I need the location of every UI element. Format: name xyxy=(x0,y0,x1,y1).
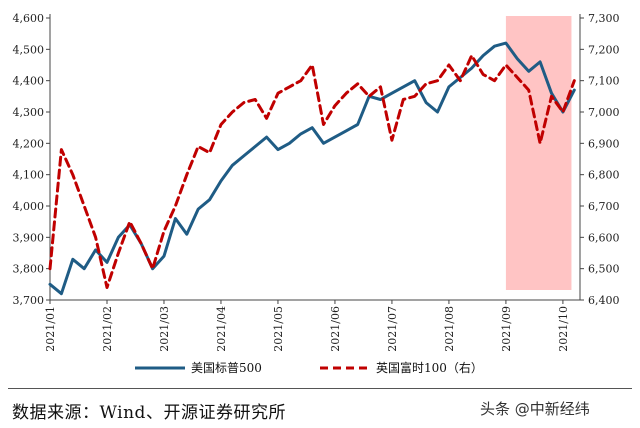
left-axis-tick-labels: 4,600 4,500 4,400 4,300 4,200 4,100 4,000 3,900… xyxy=(13,12,50,307)
left-tick-label: 4,400 xyxy=(13,75,45,88)
right-tick-label: 6,800 xyxy=(588,169,620,182)
left-tick-label: 4,500 xyxy=(13,43,45,56)
right-tick-label: 6,900 xyxy=(588,137,620,150)
line-chart: 4,600 4,500 4,400 4,300 4,200 4,100 4,000 3,900… xyxy=(13,12,620,375)
right-tick-label: 6,600 xyxy=(588,231,620,244)
x-tick-label: 2021/10 xyxy=(557,306,570,352)
right-tick-label: 7,100 xyxy=(588,75,620,88)
axes xyxy=(49,14,581,301)
legend-label: 英国富时100（右） xyxy=(376,360,483,375)
x-tick-label: 2021/03 xyxy=(158,306,171,352)
source-note: 数据来源：Wind、开源证券研究所 xyxy=(12,403,286,423)
x-tick-label: 2021/08 xyxy=(443,306,456,352)
left-tick-label: 4,200 xyxy=(13,137,45,150)
left-tick-label: 3,800 xyxy=(13,263,45,276)
right-axis-tick-labels: 7,300 7,200 7,100 7,000 6,900 6,800 6,700 6,600… xyxy=(580,12,620,307)
left-tick-label: 3,900 xyxy=(13,231,45,244)
left-tick-label: 4,600 xyxy=(13,12,45,25)
right-tick-label: 6,400 xyxy=(588,294,620,307)
x-tick-label: 2021/07 xyxy=(386,306,399,352)
series-lines xyxy=(48,41,576,296)
x-tick-label: 2021/09 xyxy=(500,306,513,352)
watermark-text: 头条 @中新经纬 xyxy=(480,400,590,418)
x-tick-label: 2021/06 xyxy=(329,306,342,352)
x-tick-label: 2021/01 xyxy=(44,306,57,352)
legend-label: 美国标普500 xyxy=(191,361,262,375)
left-tick-label: 3,700 xyxy=(13,294,45,307)
x-tick-label: 2021/04 xyxy=(215,306,228,352)
footer-divider xyxy=(8,388,632,389)
x-axis-tick-labels: 2021/01 2021/02 2021/03 2021/04 2021/05 2021/… xyxy=(44,300,570,352)
right-tick-label: 6,700 xyxy=(588,200,620,213)
right-tick-label: 7,200 xyxy=(588,43,620,56)
left-tick-label: 4,100 xyxy=(13,169,45,182)
right-tick-label: 6,500 xyxy=(588,263,620,276)
x-tick-label: 2021/05 xyxy=(272,306,285,352)
x-tick-label: 2021/02 xyxy=(101,306,114,352)
left-tick-label: 4,000 xyxy=(13,200,45,213)
legend: 美国标普500 英国富时100（右） xyxy=(135,360,483,375)
right-tick-label: 7,000 xyxy=(588,106,620,119)
right-tick-label: 7,300 xyxy=(588,12,620,25)
left-tick-label: 4,300 xyxy=(13,106,45,119)
series-ftse100-line xyxy=(48,54,576,289)
watermark: 头条 @中新经纬 xyxy=(480,398,590,419)
